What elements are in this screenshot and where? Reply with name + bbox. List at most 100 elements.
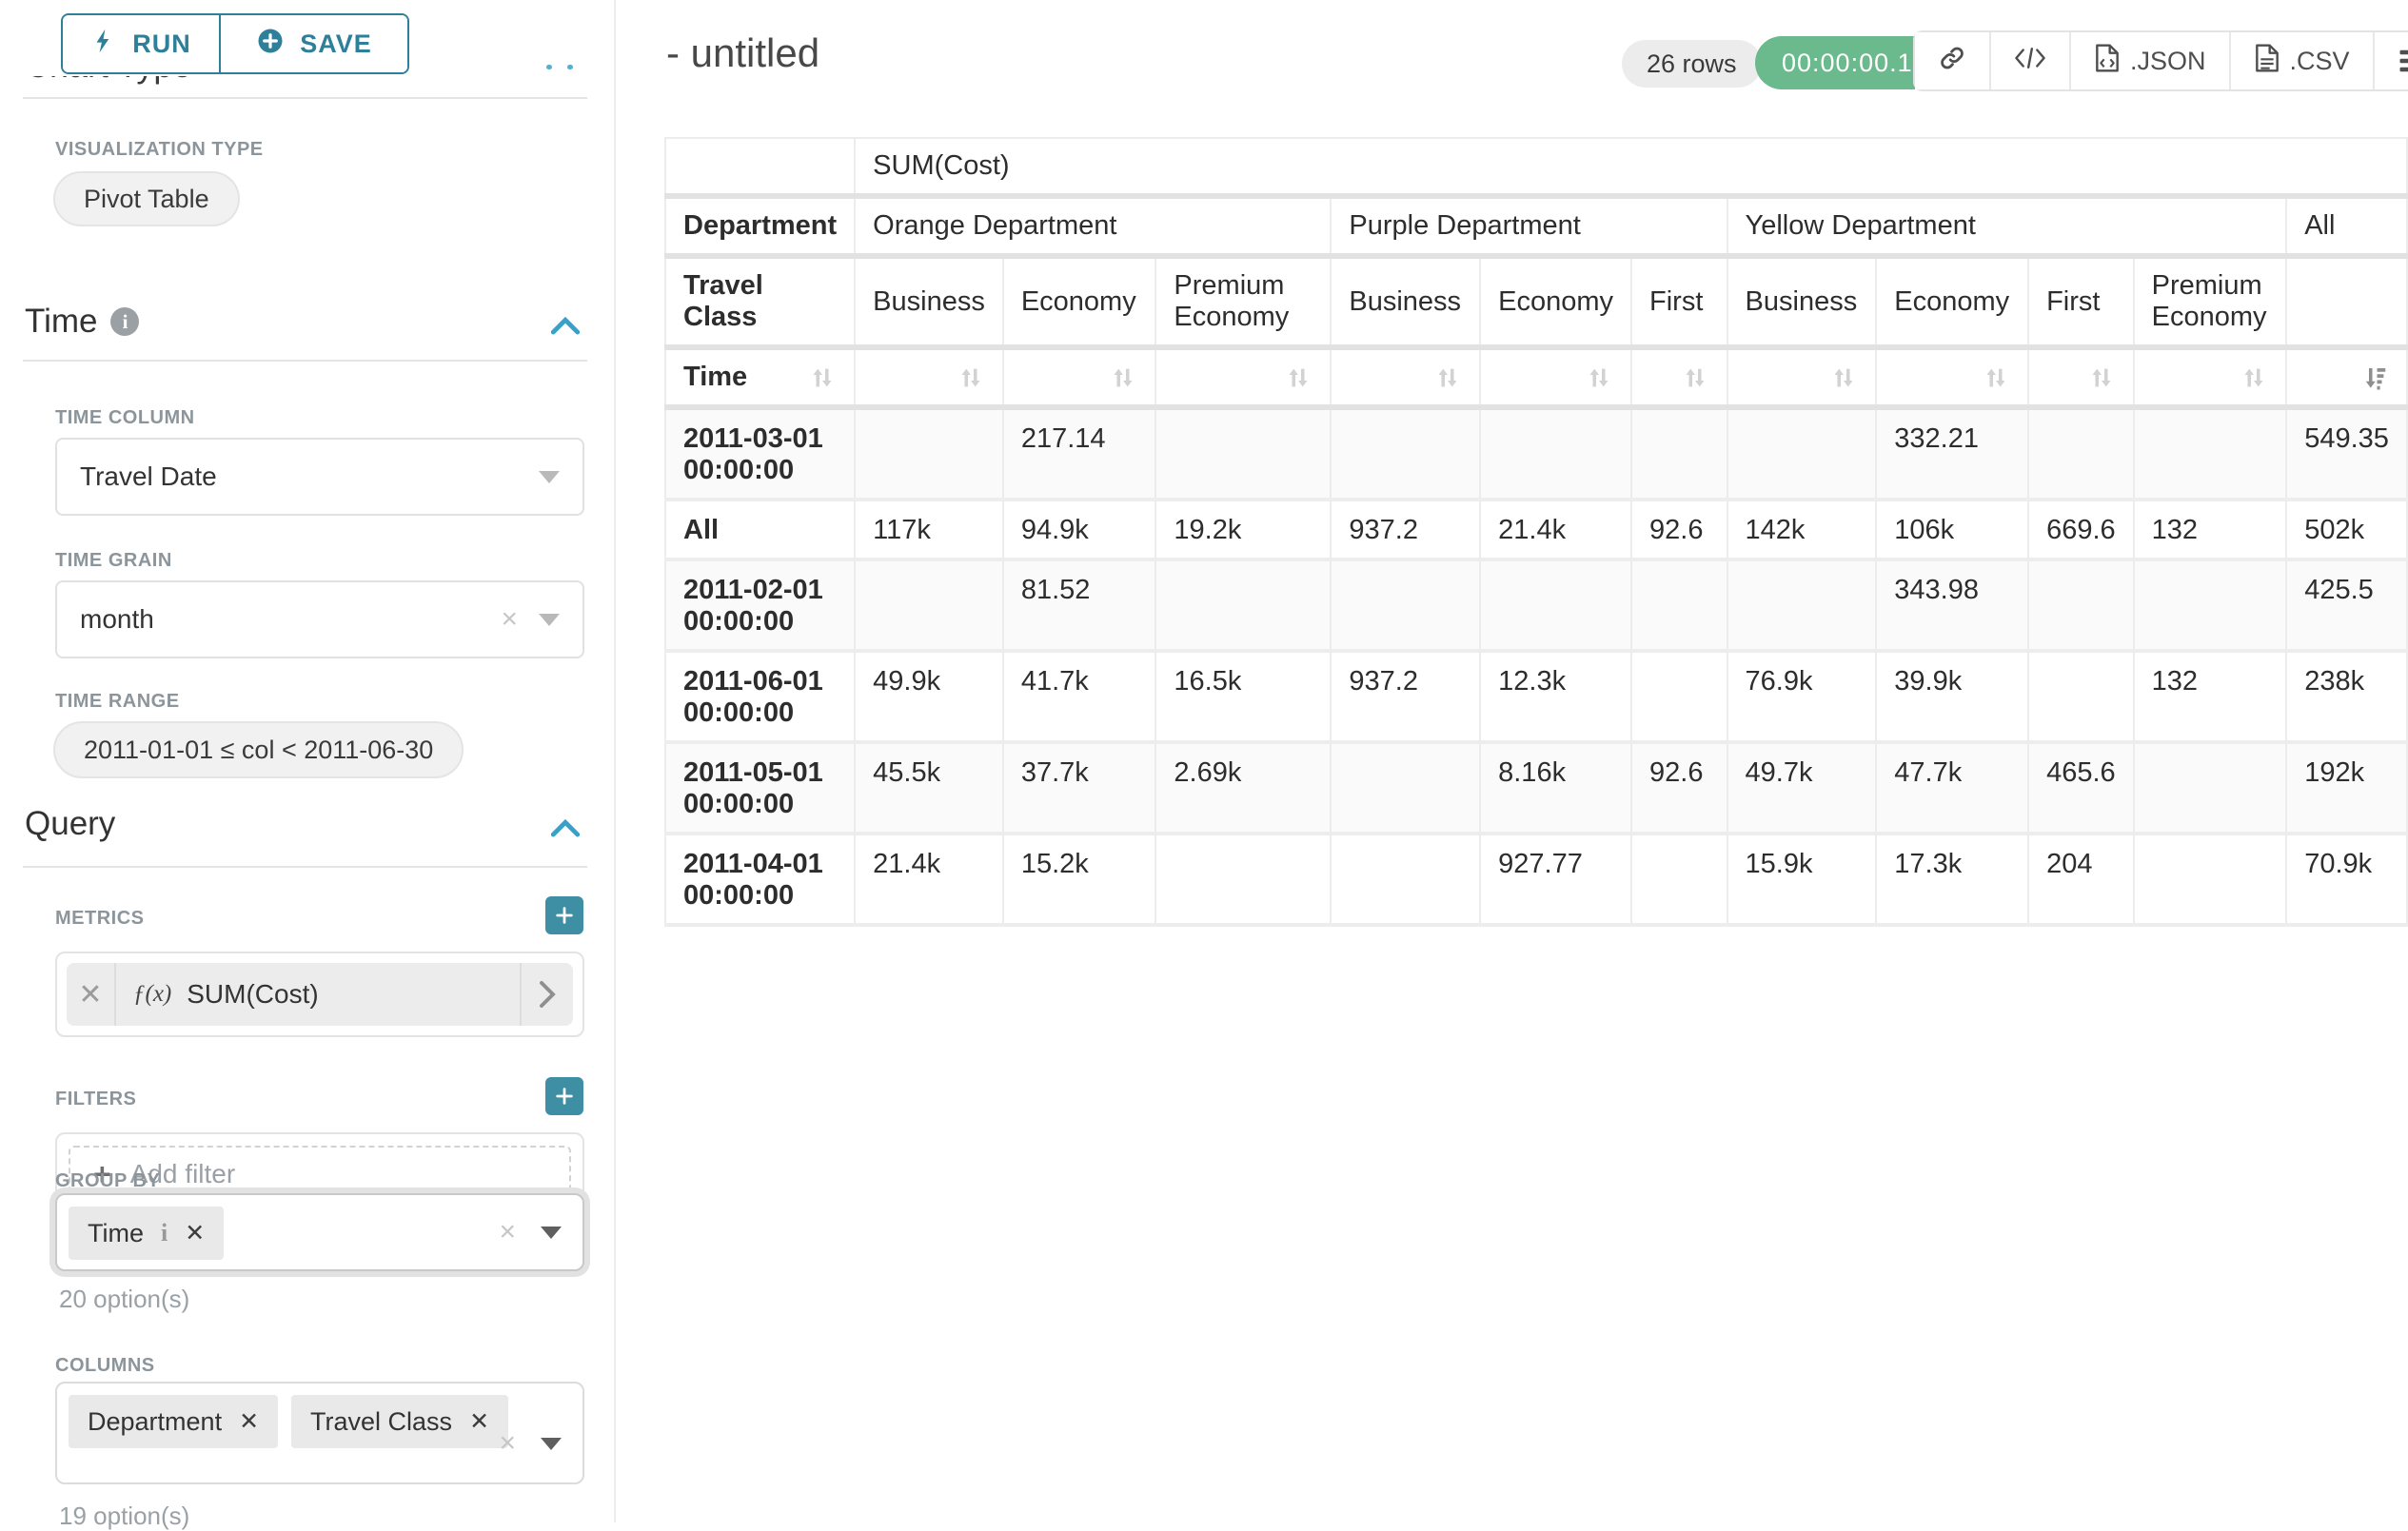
sort-icon[interactable] [1433,363,1462,392]
pivot-row-label: 2011-05-01 00:00:00 [665,742,855,834]
embed-code-button[interactable] [1991,32,2071,89]
columns-select[interactable]: Department ✕ Travel Class ✕ × [55,1382,584,1484]
sort-icon[interactable] [2087,363,2116,392]
pivot-value-cell [2134,834,2287,925]
time-range-pill[interactable]: 2011-01-01 ≤ col < 2011-06-30 [53,721,464,778]
remove-tag-icon[interactable]: ✕ [239,1407,259,1436]
metrics-label: METRICS [55,908,145,930]
chart-title[interactable]: - untitled [666,30,819,76]
time-column-select[interactable]: Travel Date [55,438,584,516]
pivot-department-header: Purple Department [1331,196,1727,256]
pivot-class-header: First [1631,256,1727,347]
pivot-class-header: First [2028,256,2134,347]
pivot-class-header: Business [855,256,1003,347]
sort-icon[interactable] [1585,363,1613,392]
sort-icon[interactable] [2240,363,2268,392]
group-by-tag-time[interactable]: Time i ✕ [69,1207,224,1260]
pivot-col-axis-label: Department [665,196,855,256]
sort-icon[interactable] [1109,363,1137,392]
query-section-heading: Query [25,805,115,843]
query-section-collapse-icon[interactable] [549,816,582,844]
pivot-value-cell: 17.3k [1876,834,2028,925]
pivot-value-cell: 8.16k [1480,742,1631,834]
sort-icon[interactable] [1982,363,2010,392]
pivot-value-cell: 47.7k [1876,742,2028,834]
pivot-department-header: Yellow Department [1727,196,2287,256]
group-by-options-hint: 20 option(s) [59,1285,189,1314]
sort-icon[interactable] [1681,363,1709,392]
sort-icon[interactable] [808,363,837,392]
pivot-sort-cell [855,347,1003,407]
pivot-class-header: Business [1331,256,1480,347]
pivot-value-cell: 39.9k [1876,651,2028,742]
columns-tag-department[interactable]: Department ✕ [69,1395,278,1448]
columns-options-hint: 19 option(s) [59,1502,189,1531]
columns-label: COLUMNS [55,1355,155,1377]
pivot-value-cell: 15.9k [1727,834,1877,925]
pivot-value-cell: 502k [2286,500,2407,559]
plus-circle-icon [256,27,285,62]
json-file-icon [2094,43,2121,80]
time-grain-select[interactable]: month × [55,580,584,658]
sort-icon[interactable] [1284,363,1313,392]
export-json-button[interactable]: .JSON [2071,32,2231,89]
pivot-value-cell [1155,407,1331,500]
pivot-value-cell [1480,559,1631,651]
metric-pill[interactable]: ✕ ƒ(x) SUM(Cost) [67,963,573,1026]
pivot-sort-cell [1631,347,1727,407]
metric-container: ✕ ƒ(x) SUM(Cost) [55,952,584,1037]
info-icon: i [161,1219,168,1247]
clear-icon[interactable]: × [499,1429,516,1458]
pivot-sort-cell [2028,347,2134,407]
pivot-value-cell: 49.9k [855,651,1003,742]
remove-tag-icon[interactable]: ✕ [185,1219,205,1247]
pivot-value-cell: 92.6 [1631,500,1727,559]
pivot-value-cell: 142k [1727,500,1877,559]
remove-tag-icon[interactable]: ✕ [469,1407,489,1436]
table-row: 2011-04-01 00:00:0021.4k15.2k927.7715.9k… [665,834,2407,925]
clear-icon[interactable]: × [499,1218,516,1246]
sort-descending-icon[interactable] [2360,363,2389,392]
pivot-value-cell: 21.4k [855,834,1003,925]
pivot-value-cell: 132 [2134,500,2287,559]
pivot-value-cell: 12.3k [1480,651,1631,742]
chevron-right-icon[interactable] [520,963,573,1026]
group-by-select[interactable]: Time i ✕ × [55,1193,584,1271]
pivot-row-label: 2011-06-01 00:00:00 [665,651,855,742]
time-section-collapse-icon[interactable] [549,314,582,342]
visualization-type-label: VISUALIZATION TYPE [55,139,264,161]
pivot-value-cell [1727,407,1877,500]
add-metric-button[interactable] [545,896,583,934]
menu-icon[interactable] [2375,32,2408,89]
export-csv-button[interactable]: .CSV [2231,32,2375,89]
sort-icon[interactable] [957,363,985,392]
pivot-value-cell [855,407,1003,500]
pivot-value-cell [1331,834,1480,925]
bolt-icon [90,28,117,61]
pivot-value-cell: 92.6 [1631,742,1727,834]
pivot-value-cell: 49.7k [1727,742,1877,834]
pivot-value-cell: 927.77 [1480,834,1631,925]
pivot-value-cell [2028,559,2134,651]
pivot-value-cell [1727,559,1877,651]
pivot-value-cell: 465.6 [2028,742,2134,834]
run-button[interactable]: RUN [63,15,219,72]
pivot-class-header: Business [1727,256,1877,347]
add-filter-plus-button[interactable] [545,1077,583,1115]
pivot-class-header: Economy [1480,256,1631,347]
sort-icon[interactable] [1829,363,1858,392]
control-panel: Chart Type RUN SAVE VISUALIZATION TYPE P… [0,0,616,1522]
copy-link-button[interactable] [1915,32,1991,89]
remove-metric-icon[interactable]: ✕ [67,963,116,1026]
pivot-row-label: 2011-04-01 00:00:00 [665,834,855,925]
pivot-value-cell: 937.2 [1331,500,1480,559]
clear-icon[interactable]: × [501,605,518,634]
pivot-row-label: 2011-03-01 00:00:00 [665,407,855,500]
fx-icon: ƒ(x) [133,981,171,1008]
save-button[interactable]: SAVE [219,15,407,72]
visualization-type-pill[interactable]: Pivot Table [53,171,240,226]
chevron-down-icon [539,614,560,626]
divider [23,97,587,99]
pivot-value-cell: 937.2 [1331,651,1480,742]
columns-tag-travel-class[interactable]: Travel Class ✕ [291,1395,508,1448]
